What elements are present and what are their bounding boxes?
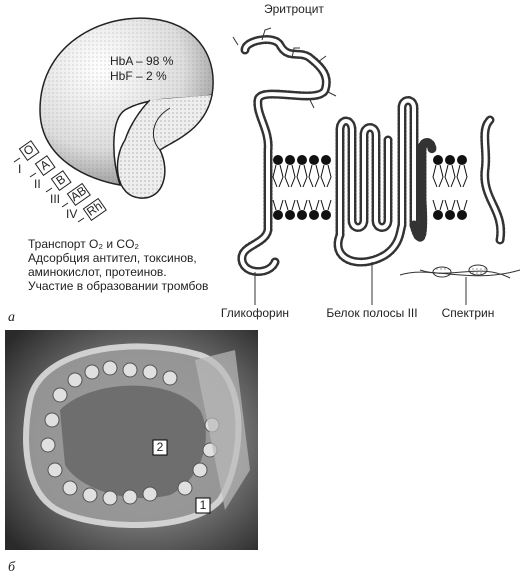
title: Эритроцит — [264, 2, 324, 16]
protein-label: Белок полосы III — [326, 306, 417, 320]
blood-group-label: AB — [68, 183, 89, 204]
sphere — [122, 489, 138, 505]
lipid-head — [445, 155, 455, 165]
function: аминокислот, протеинов. — [28, 265, 167, 279]
blood-group-box — [34, 155, 56, 177]
lipid-tail — [272, 199, 284, 211]
blood-group: AB — [66, 182, 91, 207]
sphere — [162, 370, 178, 386]
lipid-tail — [456, 199, 468, 211]
blood-group-numeral: I — [18, 162, 21, 176]
sphere — [47, 462, 63, 478]
blood-group: B — [50, 170, 72, 192]
tick — [45, 187, 53, 193]
blood-group-numeral: III — [50, 192, 60, 206]
blood-group-box — [82, 197, 107, 222]
lipid-head — [273, 210, 283, 220]
blood-group-box — [18, 140, 40, 162]
lipid-head — [273, 155, 283, 165]
blood-group-box — [50, 170, 72, 192]
blood-group: O — [18, 140, 40, 162]
protein-label: Спектрин — [442, 306, 495, 320]
lipid-head — [297, 155, 307, 165]
lipid-tail — [284, 199, 296, 211]
blood-group-box — [66, 182, 91, 207]
lipid-head — [309, 210, 319, 220]
sphere — [102, 490, 118, 506]
sphere — [84, 364, 100, 380]
lipid-tail — [444, 199, 456, 211]
sphere — [122, 362, 138, 378]
lipid-head — [445, 210, 455, 220]
lipid-head — [285, 210, 295, 220]
sphere — [192, 462, 208, 478]
micrograph — [5, 330, 258, 550]
erythrocyte — [39, 17, 214, 199]
panel-label: а — [8, 310, 15, 325]
lipid-head — [433, 155, 443, 165]
lipid-tail — [320, 199, 332, 211]
lipid-head — [457, 210, 467, 220]
function: Транспорт O₂ и CO₂ — [28, 237, 139, 251]
tick — [29, 172, 37, 178]
lipid-tail — [296, 164, 308, 188]
lipid-tail — [320, 164, 332, 188]
blood-group-label: Rh — [84, 199, 105, 219]
membrane — [232, 27, 521, 305]
hemoglobin: HbF – 2 % — [110, 69, 167, 83]
protein-label: Гликофорин — [221, 306, 289, 320]
lipid-head — [285, 155, 295, 165]
tick — [61, 202, 69, 208]
sphere — [82, 487, 98, 503]
lipid-tail — [272, 164, 284, 188]
micrograph-label: 2 — [157, 440, 164, 454]
hemoglobin: HbA – 98 % — [110, 54, 174, 68]
lipid-tail — [456, 164, 468, 188]
lipid-head — [321, 210, 331, 220]
micrograph-label: 1 — [200, 498, 207, 512]
sphere — [102, 360, 118, 376]
function: Участие в образовании тромбов — [28, 279, 208, 293]
lipid-head — [457, 155, 467, 165]
lipid-tail — [308, 164, 320, 188]
lipid-head — [309, 155, 319, 165]
sphere — [40, 437, 56, 453]
blood-group-numeral: II — [34, 177, 41, 191]
blood-group-numeral: IV — [66, 207, 77, 221]
lipid-head — [433, 210, 443, 220]
sphere — [142, 364, 158, 380]
blood-group: Rh — [82, 197, 107, 222]
lipid-tail — [284, 164, 296, 188]
lipid-head — [297, 210, 307, 220]
sphere — [62, 480, 78, 496]
tick — [77, 217, 85, 223]
sphere — [52, 387, 68, 403]
lipid-tail — [308, 199, 320, 211]
sphere — [177, 480, 193, 496]
sphere — [67, 372, 83, 388]
tick — [13, 157, 21, 163]
lipid-tail — [432, 164, 444, 188]
blood-group: A — [34, 155, 56, 177]
function: Адсорбция антител, токсинов, — [28, 251, 197, 265]
lipid-head — [321, 155, 331, 165]
lipid-tail — [432, 199, 444, 211]
lipid-tail — [296, 199, 308, 211]
sphere — [44, 412, 60, 428]
lipid-tail — [444, 164, 456, 188]
panel-label: б — [8, 560, 16, 575]
sphere — [142, 486, 158, 502]
